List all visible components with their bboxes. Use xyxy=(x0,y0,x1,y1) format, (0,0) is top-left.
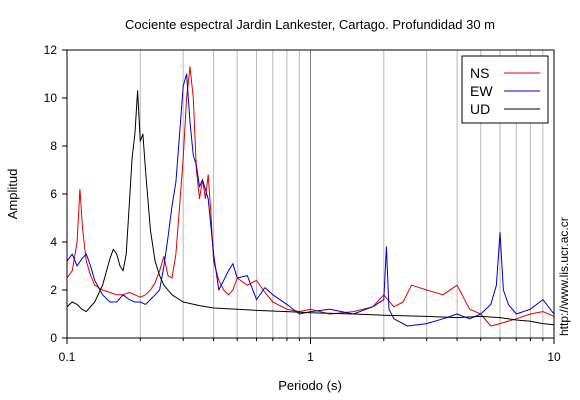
axis-ticks: 0 2 4 6 8 10 12 0.1 1 10 xyxy=(44,43,561,364)
series-line-ud xyxy=(66,90,555,326)
y-tick-label: 4 xyxy=(50,235,57,249)
legend: NS EW UD xyxy=(461,55,549,124)
legend-label-ud: UD xyxy=(470,101,490,117)
y-tick-label: 12 xyxy=(44,43,58,57)
legend-label-ns: NS xyxy=(470,65,489,81)
chart-title: Cociente espectral Jardin Lankester, Car… xyxy=(125,17,495,32)
y-tick-label: 10 xyxy=(44,91,58,105)
y-tick-label: 0 xyxy=(50,331,57,345)
x-tick-label: 1 xyxy=(307,350,314,364)
y-tick-label: 2 xyxy=(50,283,57,297)
x-tick-label: 10 xyxy=(547,350,561,364)
x-tick-label: 0.1 xyxy=(59,350,76,364)
y-tick-label: 8 xyxy=(50,139,57,153)
y-axis-label: Amplitud xyxy=(5,169,20,220)
legend-box xyxy=(461,55,549,124)
credit-url: http://www.lis.ucr.ac.cr xyxy=(557,217,571,336)
series-line-ew xyxy=(66,73,555,327)
series-line-ns xyxy=(66,66,555,327)
y-tick-label: 6 xyxy=(50,187,57,201)
series-lines xyxy=(66,66,555,327)
legend-label-ew: EW xyxy=(470,83,493,99)
x-axis-label: Periodo (s) xyxy=(278,378,342,393)
